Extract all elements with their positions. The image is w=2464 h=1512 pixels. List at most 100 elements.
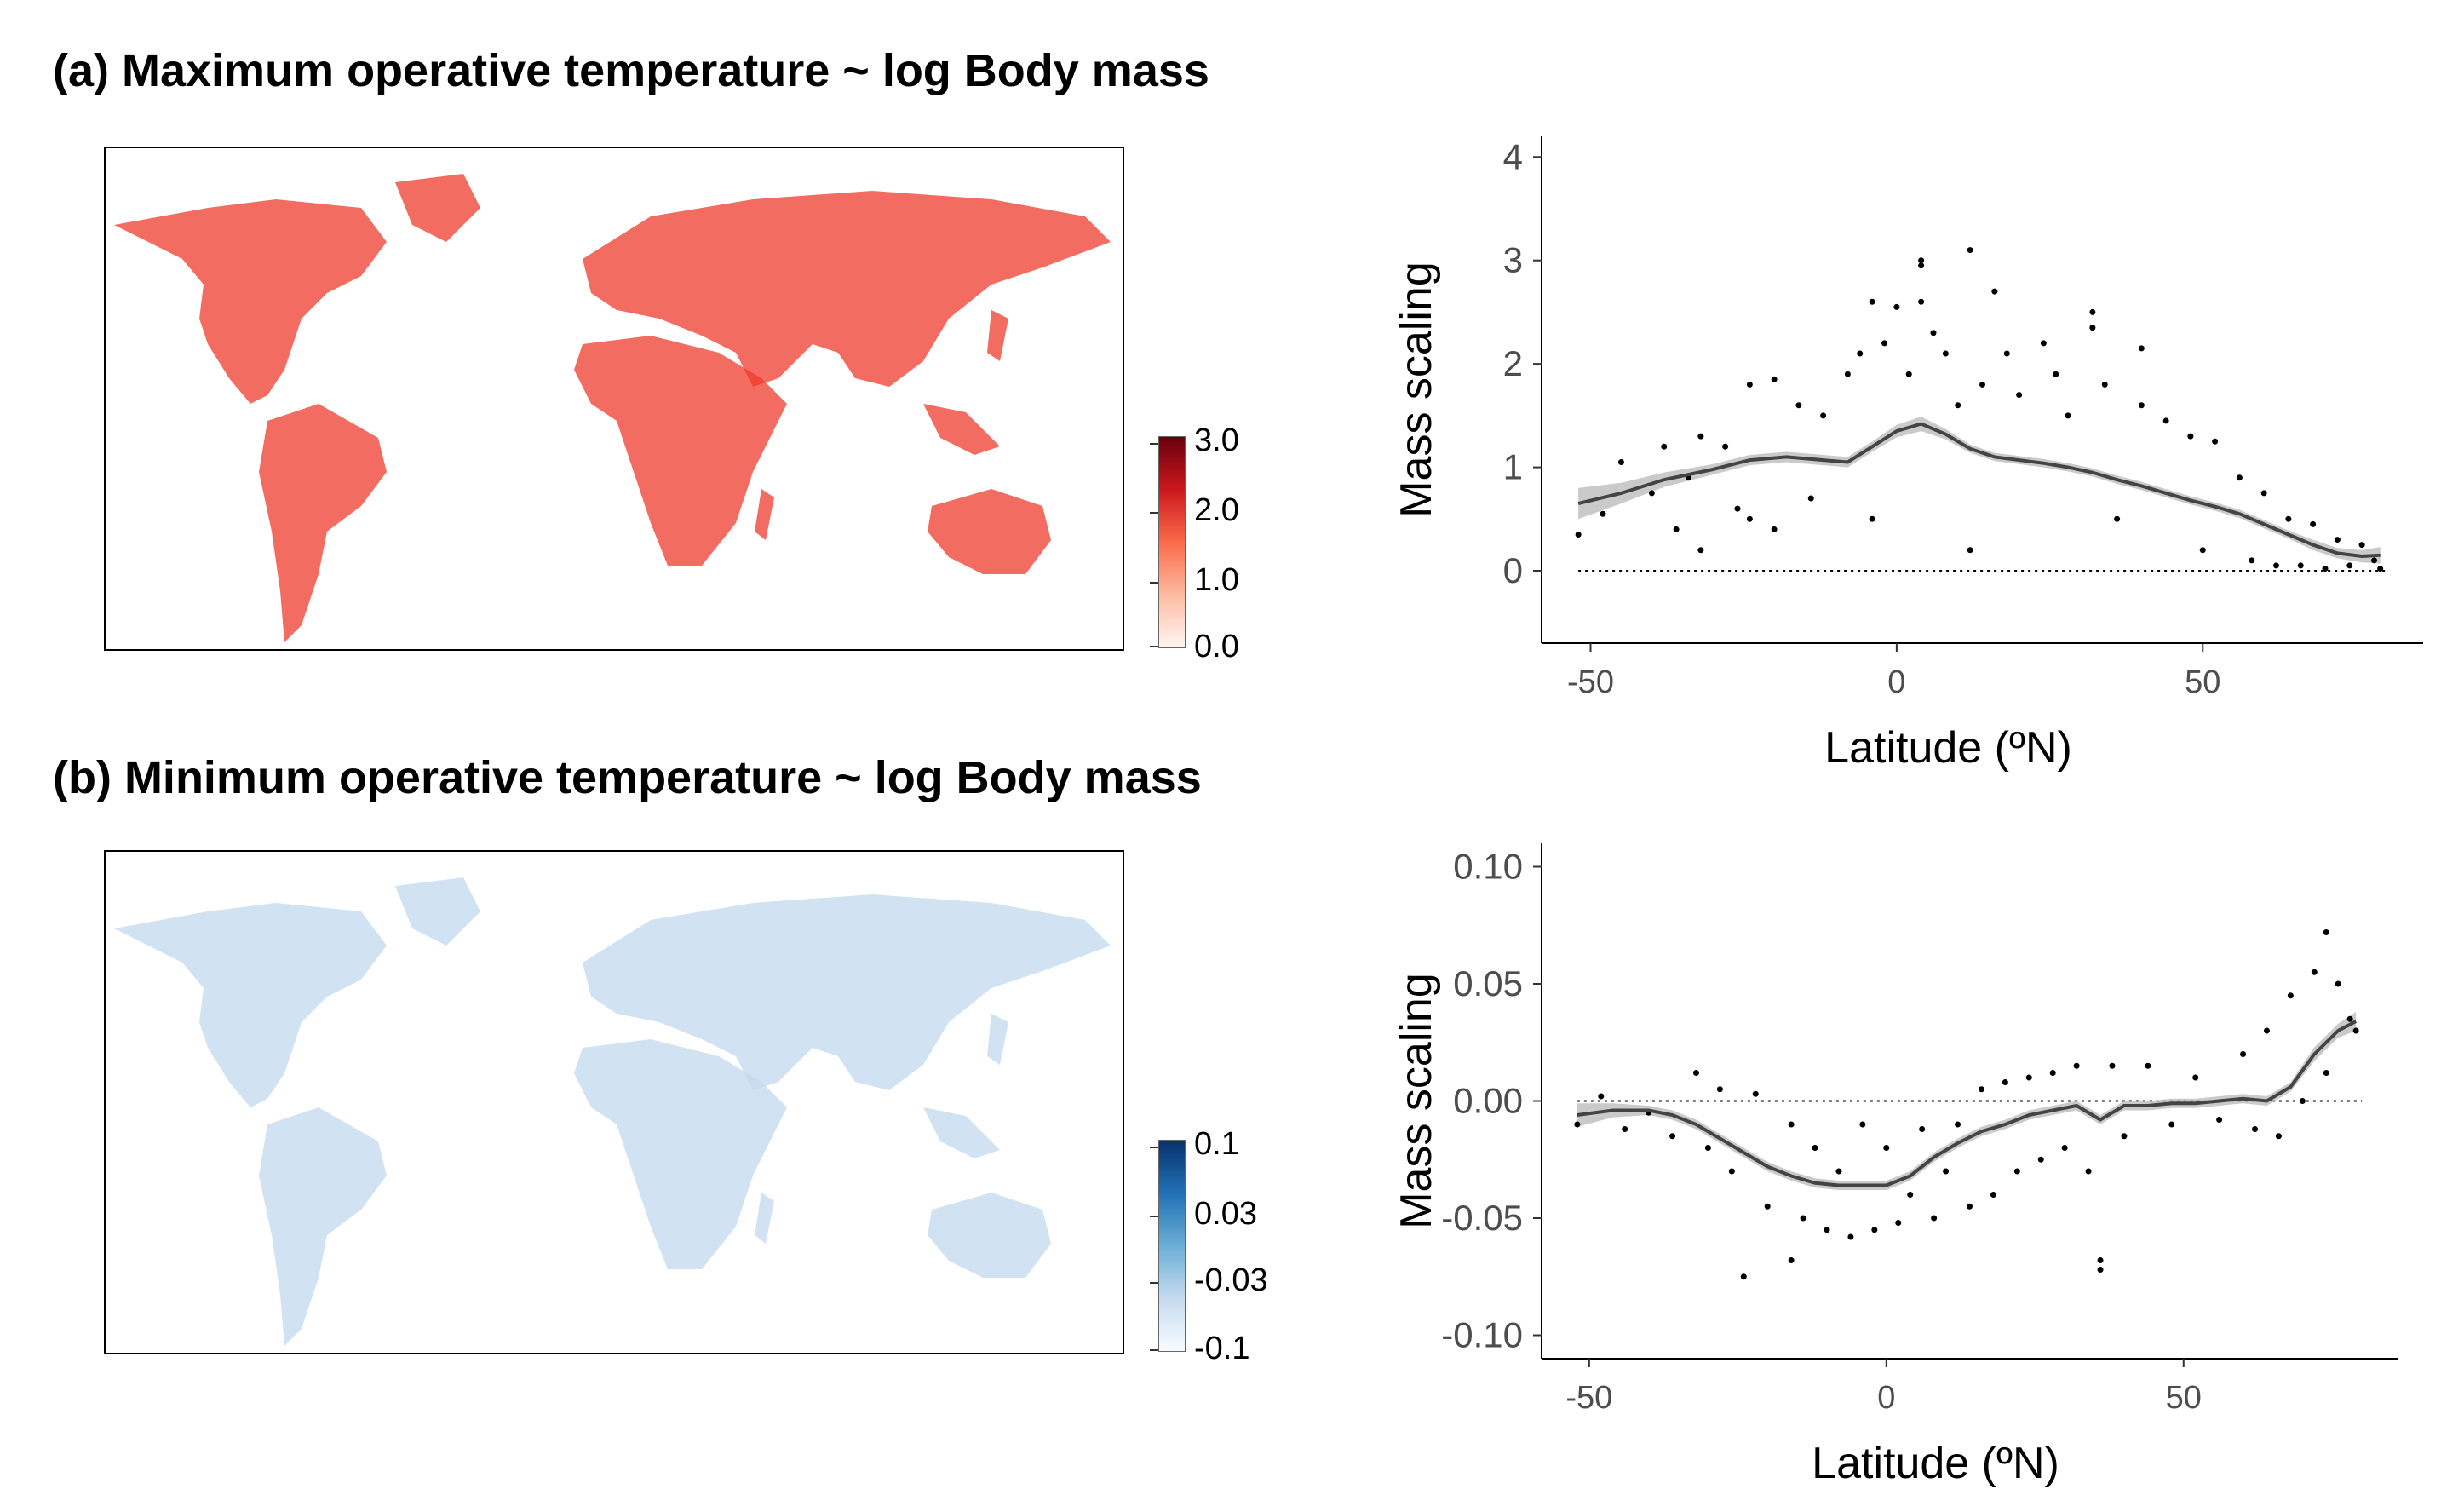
data-point [2299, 1098, 2306, 1104]
data-point [1722, 443, 1729, 450]
data-point [2089, 308, 2096, 315]
cbar-a-tick [1150, 443, 1158, 445]
data-point [2323, 929, 2329, 935]
data-point [1919, 1126, 1926, 1132]
data-point [1824, 1227, 1830, 1233]
x-tick-label: 50 [2185, 664, 2220, 700]
cbar-b-tick [1150, 1282, 1158, 1284]
data-point [1943, 1168, 1950, 1175]
data-point [2323, 1070, 2329, 1076]
data-point [1967, 1203, 1973, 1210]
data-point [1574, 1121, 1581, 1128]
data-point [2192, 1074, 2199, 1081]
cbar-b-label-3: -0.03 [1194, 1262, 1268, 1298]
data-point [2236, 474, 2243, 481]
data-point [2335, 980, 2341, 987]
data-point [2162, 417, 2169, 424]
data-point [2311, 969, 2318, 975]
cbar-a-tick [1150, 582, 1158, 584]
data-point [1575, 532, 1582, 538]
data-point [2049, 1070, 2056, 1076]
y-tick-label: 4 [1503, 136, 1523, 176]
data-point [2249, 557, 2255, 564]
data-point [2187, 433, 2194, 440]
data-point [2199, 547, 2206, 554]
data-point [1764, 1203, 1771, 1210]
data-point [1990, 1192, 1996, 1198]
data-point [1598, 1093, 1605, 1100]
data-point [2263, 1027, 2270, 1034]
data-point [1740, 1273, 1747, 1280]
data-point [1617, 459, 1624, 465]
data-point [2322, 566, 2329, 572]
data-point [2114, 515, 2121, 522]
data-point [2310, 520, 2317, 527]
y-axis-title: Mass scaling [1392, 262, 1441, 518]
data-point [2138, 402, 2145, 409]
data-point [1847, 1233, 1854, 1240]
madagascar [755, 489, 774, 540]
data-point [1942, 350, 1949, 357]
data-point [1704, 1145, 1711, 1151]
data-point [2089, 325, 2096, 331]
data-point [1746, 381, 1753, 388]
australia [928, 1193, 1051, 1278]
cbar-b-label-2: 0.03 [1194, 1196, 1257, 1232]
y-tick-label: 3 [1503, 240, 1523, 280]
data-point [1978, 1086, 1984, 1093]
data-point [2138, 345, 2145, 352]
south-america [259, 1107, 387, 1346]
data-point [2285, 515, 2292, 522]
greenland [395, 877, 480, 946]
scatter-chart-min: 0.10 0.05 0.00 -0.05 -0.10 -50 0 50 Latitude (ºN… [1392, 843, 2398, 1488]
data-point [1795, 402, 1802, 409]
y-tick-label: -0.05 [1441, 1198, 1523, 1238]
data-point [1918, 262, 1925, 269]
cbar-b-tick [1150, 1216, 1158, 1217]
data-point [1771, 526, 1778, 532]
greenland [395, 174, 480, 242]
data-point [1622, 1126, 1628, 1132]
cbar-b-tick [1150, 1147, 1158, 1148]
data-point [1907, 1192, 1914, 1198]
data-point [1807, 495, 1814, 502]
y-tick-label: 1 [1503, 447, 1523, 487]
data-point [2025, 1074, 2032, 1081]
data-point [2003, 350, 2010, 357]
data-point [1883, 1145, 1890, 1151]
data-point [2252, 1126, 2258, 1132]
data-point [1967, 547, 1973, 554]
cbar-b-label-bottom: -0.1 [1194, 1331, 1250, 1366]
data-point [2109, 1062, 2116, 1069]
panel-a-title: (a) Maximum operative temperature ~ log … [53, 45, 1209, 96]
data-point [1930, 330, 1937, 336]
data-point [1955, 1121, 1961, 1128]
cbar-a-label-3: 3.0 [1194, 423, 1239, 458]
data-point [1648, 490, 1655, 497]
data-point [2061, 1145, 2068, 1151]
data-point [1881, 340, 1887, 347]
cbar-b-label-top: 0.1 [1194, 1126, 1239, 1162]
y-axis-title: Mass scaling [1392, 973, 1441, 1229]
data-point [2287, 992, 2294, 999]
data-point [1869, 515, 1875, 522]
y-tick-label: 2 [1503, 343, 1523, 383]
data-point [2065, 412, 2071, 419]
y-tick-label: 0.00 [1453, 1081, 1523, 1121]
data-point [2097, 1267, 2104, 1273]
data-point [1788, 1121, 1795, 1128]
eurasia [583, 894, 1111, 1090]
data-point [1955, 402, 1961, 409]
south-america [259, 404, 387, 642]
colorbar-min [1158, 1140, 1186, 1352]
world-map-blue [114, 877, 1111, 1346]
data-point [1800, 1215, 1806, 1222]
data-point [1895, 1220, 1902, 1226]
north-america [114, 903, 387, 1107]
mass-scaling-plot-max: 0 1 2 3 4 -50 0 50 Latitude (ºN) Mass scaling [1329, 119, 2436, 775]
data-point [1600, 510, 1606, 517]
data-point [2002, 1079, 2008, 1085]
data-point [1697, 433, 1704, 440]
data-point [2260, 490, 2267, 497]
cbar-a-label-2: 2.0 [1194, 492, 1239, 528]
